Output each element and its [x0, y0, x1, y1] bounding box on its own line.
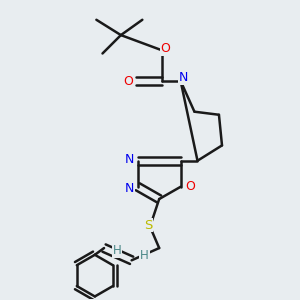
Text: H: H: [140, 249, 149, 262]
Text: S: S: [144, 219, 153, 232]
Text: O: O: [124, 75, 134, 88]
Text: H: H: [112, 244, 121, 257]
Text: O: O: [160, 42, 170, 56]
Text: N: N: [124, 182, 134, 195]
Text: N: N: [124, 153, 134, 166]
Text: O: O: [185, 180, 195, 193]
Text: N: N: [179, 71, 188, 84]
